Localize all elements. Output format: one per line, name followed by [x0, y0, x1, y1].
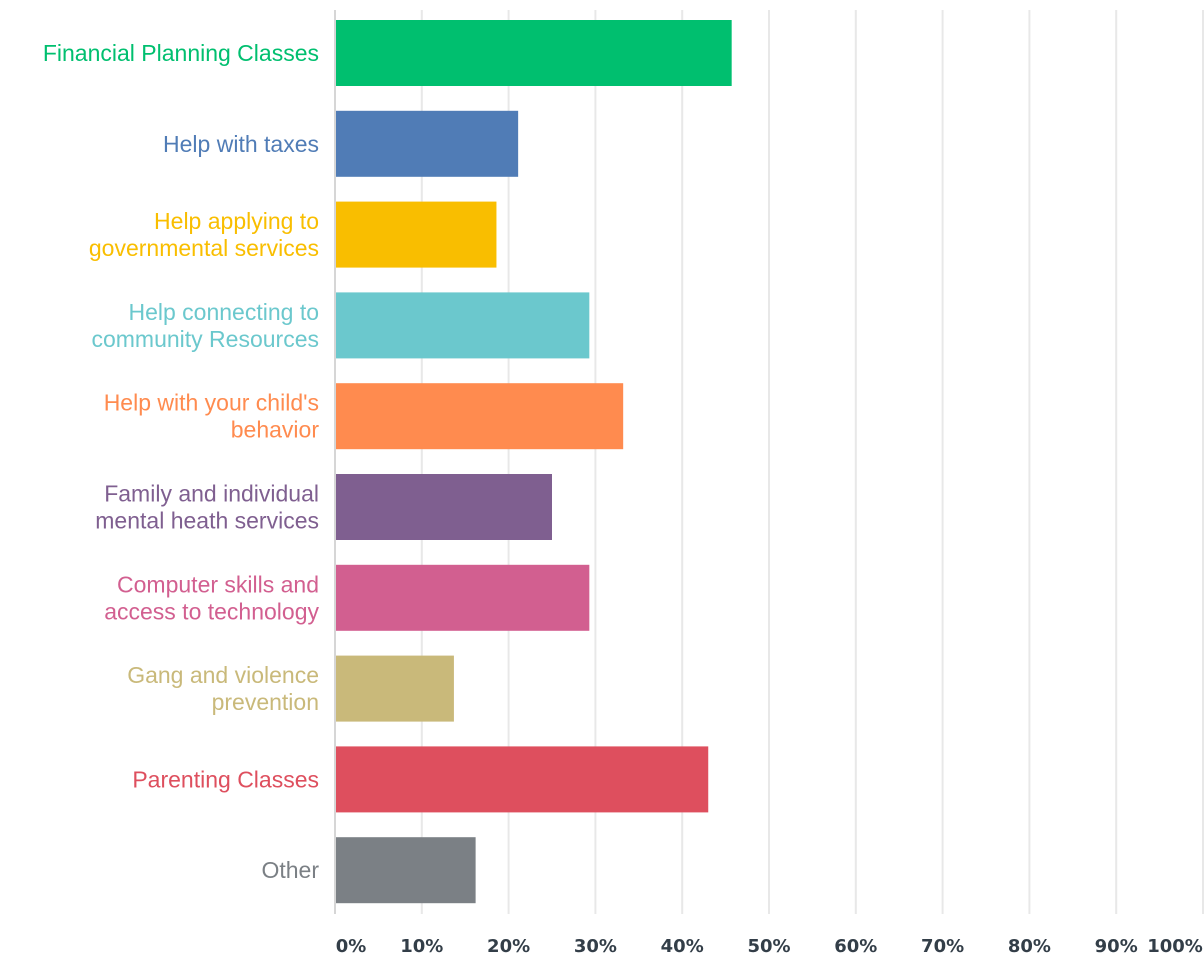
tick-label: 90%: [1095, 936, 1138, 957]
category-label-line: community Resources: [91, 326, 319, 352]
category-label: Help connecting to community Resources: [91, 299, 319, 352]
category-label: Computer skills and access to technology: [104, 571, 319, 624]
category-label-line: access to technology: [104, 598, 319, 624]
bar: [336, 837, 476, 904]
bar: [336, 746, 709, 813]
category-label: Help applying to governmental services: [89, 208, 319, 261]
tick-label: 50%: [747, 936, 790, 957]
category-label-line: prevention: [212, 689, 319, 715]
category-label: Other: [261, 857, 319, 883]
bar: [336, 110, 519, 177]
category-label: Financial Planning Classes: [43, 40, 319, 66]
category-label: Parenting Classes: [132, 766, 319, 792]
category-labels: Financial Planning Classes Help with taxe…: [43, 40, 320, 883]
category-label-line: Gang and violence: [127, 662, 319, 688]
tick-label: 80%: [1008, 936, 1051, 957]
bars: [336, 20, 732, 904]
category-label-line: governmental services: [89, 235, 319, 261]
category-label-line: Parenting Classes: [132, 766, 319, 792]
tick-label: 10%: [400, 936, 443, 957]
bar: [336, 564, 590, 631]
bar: [336, 383, 624, 450]
category-label-line: mental heath services: [95, 508, 319, 534]
category-label-line: Help with taxes: [163, 131, 319, 157]
tick-label: 60%: [834, 936, 877, 957]
tick-label: 70%: [921, 936, 964, 957]
tick-label: 100%: [1147, 936, 1203, 957]
bar: [336, 474, 552, 540]
bar: [336, 201, 497, 268]
category-label-line: Help connecting to: [128, 299, 319, 325]
tick-labels: 0% 10% 20% 30% 40% 50% 60% 70% 80% 90% 100%: [336, 936, 1203, 957]
category-label: Gang and violence prevention: [127, 662, 319, 715]
tick-label: 0%: [336, 936, 367, 957]
category-label: Family and individual mental heath servic…: [95, 481, 319, 534]
bar: [336, 292, 590, 359]
category-label-line: Computer skills and: [117, 571, 319, 597]
bar: [336, 655, 454, 722]
category-label-line: Help applying to: [154, 208, 319, 234]
category-label: Help with taxes: [163, 131, 319, 157]
category-label-line: behavior: [231, 417, 320, 443]
category-label: Help with your child's behavior: [104, 390, 320, 443]
bar: [336, 20, 732, 86]
category-label-line: Financial Planning Classes: [43, 40, 319, 66]
tick-label: 40%: [661, 936, 704, 957]
tick-label: 20%: [487, 936, 530, 957]
category-label-line: Help with your child's: [104, 390, 319, 416]
category-label-line: Family and individual: [104, 481, 319, 507]
tick-label: 30%: [574, 936, 617, 957]
category-label-line: Other: [261, 857, 319, 883]
